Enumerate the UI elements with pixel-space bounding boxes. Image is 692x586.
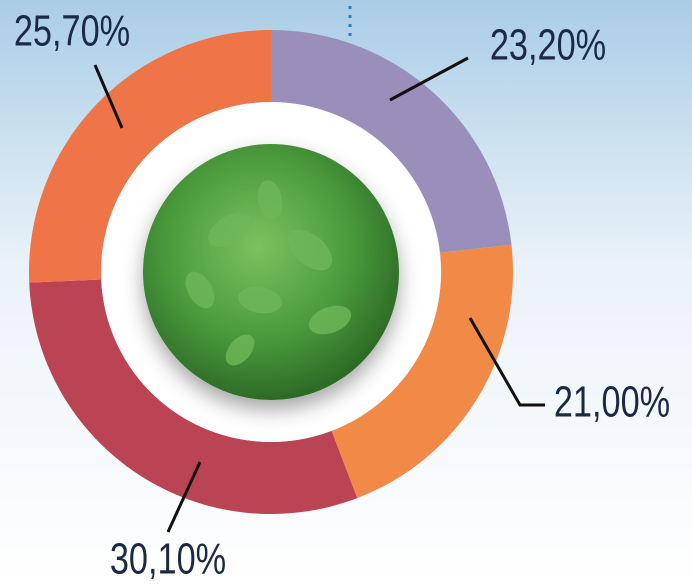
data-label: 30,10% xyxy=(110,535,226,584)
data-label: 25,70% xyxy=(14,7,130,56)
center-photo xyxy=(143,144,399,400)
data-label: 23,20% xyxy=(490,21,606,70)
chart: 23,20% 21,00% 30,10% 25,70% xyxy=(0,0,692,586)
data-label: 21,00% xyxy=(554,378,670,427)
